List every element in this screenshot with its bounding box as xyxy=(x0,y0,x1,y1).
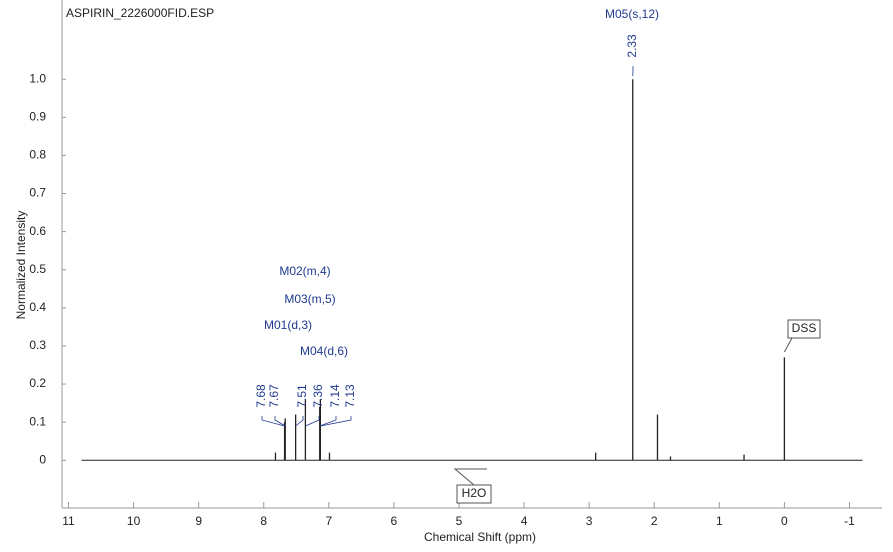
y-tick-label: 0.7 xyxy=(29,186,46,200)
y-tick-label: 0 xyxy=(39,452,46,466)
peak-label: 7.51 xyxy=(295,384,309,408)
multiplet-label: M01(d,3) xyxy=(264,318,312,332)
y-tick-label: 0.9 xyxy=(29,109,46,123)
peak-label: 7.13 xyxy=(343,384,357,408)
peak-leader xyxy=(261,416,285,427)
x-tick-label: 0 xyxy=(781,514,788,528)
peak-leader xyxy=(305,416,320,427)
x-tick-label: 4 xyxy=(521,514,528,528)
multiplet-label: M05(s,12) xyxy=(605,7,659,21)
multiplet-label: M02(m,4) xyxy=(279,264,330,278)
reference-label: H2O xyxy=(462,486,487,500)
peak-leader xyxy=(274,416,286,427)
y-tick-label: 0.8 xyxy=(29,148,46,162)
peak-leader xyxy=(295,416,304,427)
peak-label: 7.67 xyxy=(267,384,281,408)
x-tick-label: 9 xyxy=(195,514,202,528)
y-axis-label: Normalized Intensity xyxy=(14,211,28,320)
reference-label: DSS xyxy=(792,321,817,335)
x-tick-label: 3 xyxy=(586,514,593,528)
chart-title: ASPIRIN_2226000FID.ESP xyxy=(66,6,214,20)
x-tick-label: 1 xyxy=(716,514,723,528)
multiplet-label: M04(d,6) xyxy=(300,344,348,358)
y-tick-label: 0.3 xyxy=(29,338,46,352)
peak-label: 2.33 xyxy=(625,34,639,58)
y-tick-label: 0.2 xyxy=(29,376,46,390)
x-axis-label: Chemical Shift (ppm) xyxy=(424,530,536,544)
x-tick-label: 11 xyxy=(62,514,75,528)
x-tick-label: 8 xyxy=(260,514,267,528)
x-tick-label: -1 xyxy=(844,514,855,528)
label-box xyxy=(787,319,821,339)
reference-leader xyxy=(453,468,487,486)
x-tick-label: 7 xyxy=(325,514,332,528)
peak-leader xyxy=(319,416,337,427)
x-tick-label: 6 xyxy=(391,514,398,528)
y-tick-label: 0.4 xyxy=(29,300,46,314)
peak-label: 7.14 xyxy=(328,384,342,408)
y-tick-label: 1.0 xyxy=(29,71,46,85)
y-tick-label: 0.5 xyxy=(29,262,46,276)
peak-leader xyxy=(320,416,352,427)
y-tick-label: 0.1 xyxy=(29,414,46,428)
multiplet-label: M03(m,5) xyxy=(284,292,335,306)
peak-label: 7.68 xyxy=(254,384,268,408)
x-tick-label: 5 xyxy=(456,514,463,528)
reference-leader xyxy=(783,337,793,353)
peak-label: 7.36 xyxy=(311,384,325,408)
y-tick-label: 0.6 xyxy=(29,224,46,238)
x-tick-label: 10 xyxy=(127,514,141,528)
x-tick-label: 2 xyxy=(651,514,658,528)
